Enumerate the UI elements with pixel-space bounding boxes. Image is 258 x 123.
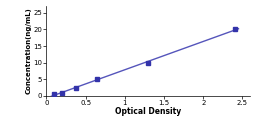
X-axis label: Optical Density: Optical Density [115, 108, 181, 116]
Y-axis label: Concentration(ng/mL): Concentration(ng/mL) [26, 8, 32, 94]
